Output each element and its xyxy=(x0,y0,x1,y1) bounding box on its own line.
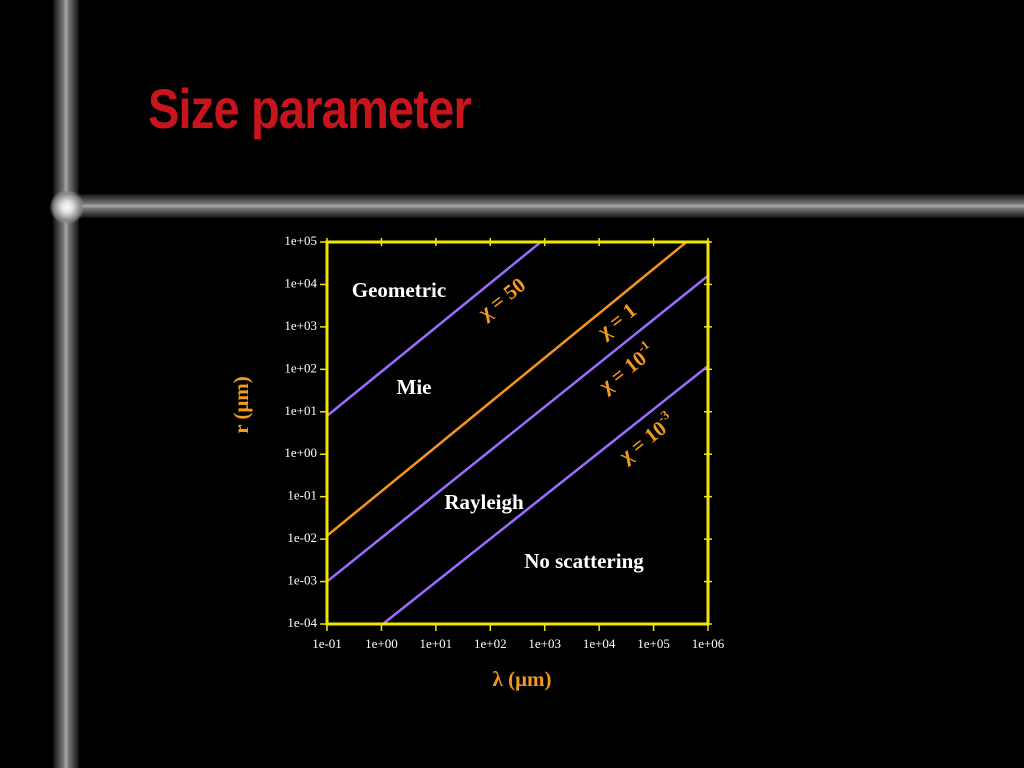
x-tick-label: 1e+05 xyxy=(637,636,670,651)
series-line xyxy=(327,274,708,583)
y-tick-label: 1e+02 xyxy=(284,360,317,375)
region-label: Mie xyxy=(397,375,432,399)
y-tick-label: 1e-03 xyxy=(287,573,317,588)
decor-knob xyxy=(50,190,84,224)
x-tick-label: 1e+01 xyxy=(420,636,453,651)
x-tick-label: 1e+06 xyxy=(692,636,725,651)
y-tick-label: 1e+03 xyxy=(284,318,317,333)
series-line xyxy=(327,242,543,417)
y-tick-label: 1e-04 xyxy=(287,615,317,630)
x-tick-label: 1e+03 xyxy=(528,636,561,651)
y-tick-label: 1e-02 xyxy=(287,530,317,545)
region-label: Geometric xyxy=(352,278,446,302)
region-label: No scattering xyxy=(524,549,644,573)
y-tick-label: 1e+00 xyxy=(284,445,317,460)
decor-bar xyxy=(66,194,1024,218)
series-label-text: χ = 50 xyxy=(473,272,530,324)
y-tick-label: 1e+04 xyxy=(284,275,317,290)
x-tick-label: 1e-01 xyxy=(312,636,342,651)
region-label: Rayleigh xyxy=(444,490,524,514)
slide-title: Size parameter xyxy=(148,77,472,140)
x-tick-label: 1e+04 xyxy=(583,636,616,651)
series-label: χ = 10-1 xyxy=(592,337,660,398)
x-axis-title: λ (μm) xyxy=(493,667,552,691)
x-tick-label: 1e+02 xyxy=(474,636,507,651)
y-tick-label: 1e+05 xyxy=(284,233,317,248)
decor-bar xyxy=(53,0,79,768)
y-tick-label: 1e-01 xyxy=(287,488,317,503)
series-line xyxy=(327,242,689,537)
y-tick-label: 1e+01 xyxy=(284,403,317,418)
plot-frame xyxy=(325,240,710,626)
series-line xyxy=(380,364,708,624)
x-tick-label: 1e+00 xyxy=(365,636,398,651)
series-label: χ = 50 xyxy=(473,272,530,324)
y-axis-title: r (μm) xyxy=(229,376,253,434)
plot-area xyxy=(327,242,708,624)
